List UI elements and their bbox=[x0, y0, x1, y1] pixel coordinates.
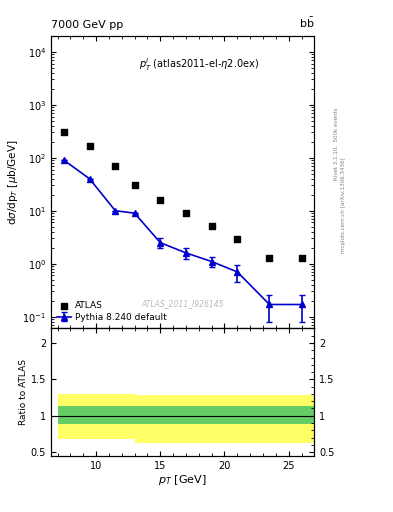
Y-axis label: Ratio to ATLAS: Ratio to ATLAS bbox=[19, 359, 28, 425]
ATLAS bbox=[131, 181, 138, 189]
ATLAS bbox=[209, 222, 215, 230]
Text: b$\bar{\rm b}$: b$\bar{\rm b}$ bbox=[299, 16, 314, 30]
ATLAS bbox=[157, 196, 163, 204]
ATLAS bbox=[112, 162, 118, 170]
X-axis label: $p_T$ [GeV]: $p_T$ [GeV] bbox=[158, 473, 207, 487]
Text: 7000 GeV pp: 7000 GeV pp bbox=[51, 20, 123, 30]
Y-axis label: d$\sigma$/dp$_T$ [$\mu$b/GeV]: d$\sigma$/dp$_T$ [$\mu$b/GeV] bbox=[6, 139, 20, 225]
Text: $p_T^l$ (atlas2011-el-$\eta$2.0ex): $p_T^l$ (atlas2011-el-$\eta$2.0ex) bbox=[138, 56, 259, 73]
ATLAS bbox=[266, 253, 273, 262]
Text: mcplots.cern.ch [arXiv:1306.3436]: mcplots.cern.ch [arXiv:1306.3436] bbox=[342, 157, 346, 252]
Text: ATLAS_2011_I926145: ATLAS_2011_I926145 bbox=[141, 299, 224, 308]
Text: Rivet 3.1.10,  500k events: Rivet 3.1.10, 500k events bbox=[334, 107, 338, 180]
Legend: ATLAS, Pythia 8.240 default: ATLAS, Pythia 8.240 default bbox=[55, 300, 168, 324]
ATLAS bbox=[183, 209, 189, 217]
ATLAS bbox=[234, 235, 241, 243]
ATLAS bbox=[61, 127, 67, 136]
ATLAS bbox=[298, 253, 305, 262]
ATLAS bbox=[86, 141, 93, 150]
